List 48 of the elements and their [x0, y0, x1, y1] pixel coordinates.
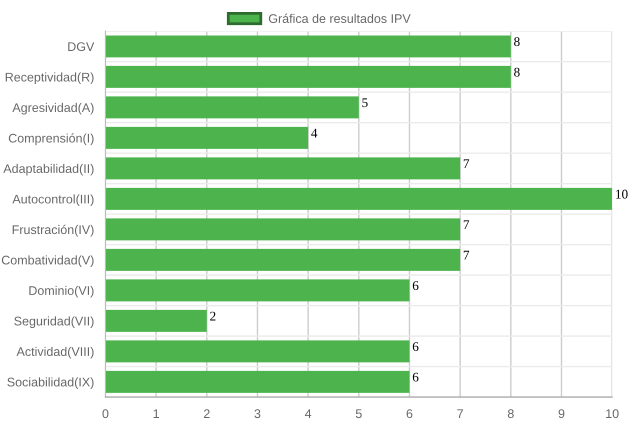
bar — [105, 66, 511, 88]
bar — [105, 35, 511, 58]
y-tick-label: Autocontrol(III) — [12, 194, 94, 206]
y-tick-label: Dominio(VI) — [29, 286, 94, 298]
y-tick-label: Receptividad(R) — [6, 72, 94, 84]
x-tick-label: 10 — [606, 409, 619, 418]
x-tick-label: 6 — [406, 409, 412, 418]
x-tick-label: 0 — [102, 409, 108, 418]
x-tick-label: 9 — [558, 409, 564, 418]
x-tick-label: 1 — [154, 409, 159, 418]
data-label: 6 — [412, 281, 418, 290]
bar — [105, 218, 460, 240]
bar — [105, 279, 410, 302]
x-tick-label: 2 — [204, 409, 210, 418]
data-label: 2 — [210, 312, 216, 320]
legend-label: Gráfica de resultados IPV — [268, 14, 411, 24]
data-label: 8 — [514, 68, 520, 77]
data-label: 6 — [412, 372, 418, 382]
bar — [105, 188, 612, 210]
data-label: 7 — [464, 250, 470, 260]
x-tick-label: 4 — [304, 409, 312, 418]
data-label: 7 — [464, 159, 470, 168]
y-tick-label: Actividad(VIII) — [16, 346, 94, 358]
x-tick-label: 3 — [254, 409, 260, 418]
data-label: 4 — [311, 128, 318, 138]
bar — [105, 248, 460, 271]
y-tick-label: Combatividad(V) — [2, 255, 94, 267]
data-label: 6 — [412, 342, 418, 352]
data-label: 10 — [616, 190, 628, 199]
y-tick-label: Adaptabilidad(II) — [3, 164, 94, 176]
bar — [105, 96, 359, 118]
bar — [105, 340, 410, 362]
data-label: 7 — [464, 220, 470, 229]
x-tick-label: 7 — [457, 409, 463, 418]
y-tick-label: Sociabilidad(IX) — [7, 377, 94, 389]
bar — [105, 310, 207, 332]
bar — [105, 157, 460, 180]
data-label: 8 — [514, 37, 520, 46]
x-tick-label: 8 — [508, 409, 514, 418]
y-tick-label: Comprensión(I) — [8, 133, 94, 146]
bar — [105, 370, 410, 393]
y-tick-label: Agresividad(A) — [12, 102, 94, 115]
y-tick-label: Frustración(IV) — [12, 224, 94, 237]
y-tick-label: DGV — [68, 42, 94, 52]
bar — [105, 126, 308, 149]
x-tick-label: 5 — [356, 409, 362, 418]
data-label: 5 — [362, 98, 368, 108]
y-tick-label: Seguridad(VII) — [14, 316, 94, 328]
